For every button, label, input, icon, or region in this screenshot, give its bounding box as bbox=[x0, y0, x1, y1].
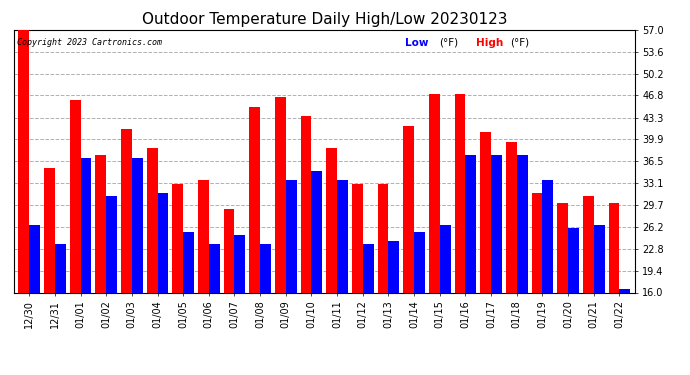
Bar bbox=[286, 180, 297, 292]
Text: (°F): (°F) bbox=[440, 38, 458, 48]
Bar bbox=[29, 225, 40, 292]
Bar bbox=[517, 155, 528, 292]
Bar bbox=[542, 180, 553, 292]
Title: Outdoor Temperature Daily High/Low 20230123: Outdoor Temperature Daily High/Low 20230… bbox=[141, 12, 507, 27]
Bar bbox=[414, 232, 425, 292]
Bar bbox=[377, 184, 388, 292]
Bar bbox=[147, 148, 157, 292]
Text: Copyright 2023 Cartronics.com: Copyright 2023 Cartronics.com bbox=[17, 38, 162, 47]
Bar bbox=[455, 94, 466, 292]
Bar bbox=[260, 244, 271, 292]
Bar bbox=[583, 196, 593, 292]
Bar bbox=[121, 129, 132, 292]
Bar bbox=[491, 155, 502, 292]
Bar bbox=[609, 203, 620, 292]
Bar bbox=[235, 235, 245, 292]
Bar bbox=[55, 244, 66, 292]
Bar bbox=[531, 193, 542, 292]
Bar bbox=[480, 132, 491, 292]
Bar bbox=[95, 155, 106, 292]
Bar bbox=[352, 184, 363, 292]
Bar bbox=[209, 244, 219, 292]
Bar bbox=[157, 193, 168, 292]
Bar bbox=[249, 107, 260, 292]
Text: (°F): (°F) bbox=[511, 38, 530, 48]
Bar bbox=[44, 168, 55, 292]
Bar bbox=[404, 126, 414, 292]
Bar bbox=[183, 232, 194, 292]
Text: Low: Low bbox=[405, 38, 428, 48]
Bar bbox=[363, 244, 373, 292]
Bar bbox=[620, 289, 630, 292]
Bar bbox=[337, 180, 348, 292]
Text: High: High bbox=[477, 38, 504, 48]
Bar bbox=[558, 203, 568, 292]
Bar bbox=[301, 116, 311, 292]
Bar bbox=[198, 180, 209, 292]
Bar bbox=[506, 142, 517, 292]
Bar bbox=[388, 241, 400, 292]
Bar bbox=[132, 158, 143, 292]
Bar bbox=[326, 148, 337, 292]
Bar bbox=[429, 94, 440, 292]
Bar bbox=[311, 171, 322, 292]
Bar bbox=[224, 209, 235, 292]
Bar bbox=[106, 196, 117, 292]
Bar bbox=[81, 158, 91, 292]
Bar bbox=[19, 30, 29, 292]
Bar bbox=[70, 100, 81, 292]
Bar bbox=[275, 97, 286, 292]
Bar bbox=[466, 155, 476, 292]
Bar bbox=[440, 225, 451, 292]
Bar bbox=[172, 184, 183, 292]
Bar bbox=[568, 228, 579, 292]
Bar bbox=[593, 225, 604, 292]
